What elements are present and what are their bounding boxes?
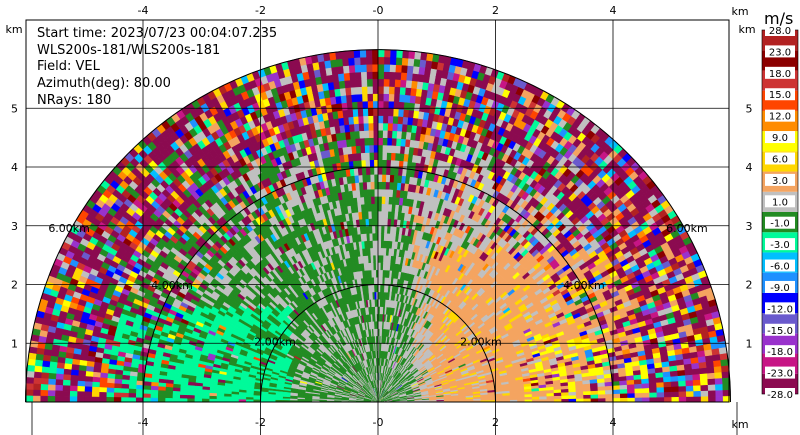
field-cell bbox=[561, 395, 570, 400]
field-cell bbox=[568, 398, 577, 403]
field-cell bbox=[379, 269, 383, 278]
field-cell bbox=[230, 394, 239, 398]
field-cell bbox=[380, 262, 384, 271]
field-cell bbox=[201, 395, 210, 400]
field-cell bbox=[383, 240, 387, 249]
field-cell bbox=[370, 203, 375, 212]
field-cell bbox=[371, 218, 376, 227]
field-cell bbox=[377, 210, 382, 219]
field-cell bbox=[216, 396, 225, 400]
field-cell bbox=[377, 218, 382, 227]
field-cell bbox=[186, 395, 195, 400]
field-cell bbox=[223, 396, 232, 400]
field-cell bbox=[380, 218, 385, 227]
field-cell bbox=[238, 396, 247, 400]
field-cell bbox=[531, 396, 540, 400]
field-cell bbox=[194, 392, 203, 397]
field-cell bbox=[568, 394, 577, 399]
field-cell bbox=[384, 196, 390, 205]
field-cell bbox=[377, 203, 382, 212]
field-cell bbox=[381, 196, 386, 205]
field-cell bbox=[384, 203, 389, 212]
field-cell bbox=[380, 210, 385, 219]
field-cell bbox=[382, 254, 386, 263]
field-cell bbox=[383, 218, 388, 227]
field-cell bbox=[374, 225, 379, 234]
field-cell bbox=[186, 391, 195, 396]
field-cell bbox=[208, 395, 217, 400]
field-cell bbox=[377, 240, 382, 249]
field-cell bbox=[374, 210, 379, 219]
field-cell bbox=[384, 210, 389, 219]
field-cell bbox=[377, 196, 382, 204]
field-cell bbox=[380, 232, 385, 241]
field-cell bbox=[370, 196, 375, 205]
field-cell bbox=[179, 391, 188, 396]
field-cell bbox=[216, 393, 225, 397]
field-cell bbox=[374, 196, 379, 204]
field-cell bbox=[377, 225, 382, 234]
field-cell bbox=[252, 397, 261, 401]
velocity-field bbox=[25, 49, 731, 403]
field-cell bbox=[375, 247, 379, 256]
field-cell bbox=[381, 203, 386, 212]
field-cell bbox=[179, 398, 188, 403]
field-cell bbox=[377, 247, 381, 256]
field-cell bbox=[377, 232, 382, 241]
field-cell bbox=[194, 395, 203, 400]
field-cell bbox=[179, 394, 188, 399]
field-cell bbox=[575, 394, 584, 399]
field-cell bbox=[245, 397, 254, 401]
field-cell bbox=[380, 240, 384, 249]
field-cell bbox=[374, 218, 379, 227]
field-cell bbox=[576, 398, 584, 403]
field-cell bbox=[374, 240, 379, 249]
field-cell bbox=[371, 210, 376, 219]
field-cell bbox=[374, 232, 379, 241]
field-cell bbox=[380, 247, 384, 256]
field-cell bbox=[380, 225, 385, 234]
field-cell bbox=[374, 203, 379, 212]
field-cell bbox=[372, 240, 376, 249]
field-cell bbox=[553, 395, 562, 400]
field-cell bbox=[379, 276, 383, 285]
